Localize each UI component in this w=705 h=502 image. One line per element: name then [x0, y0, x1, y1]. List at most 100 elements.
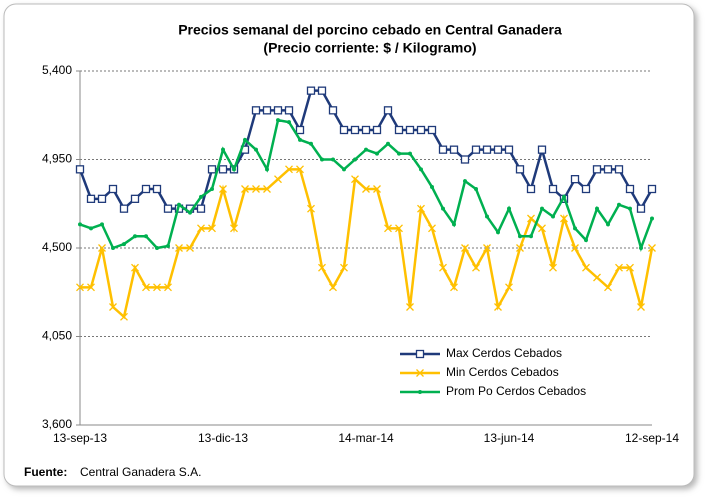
marker	[397, 151, 401, 156]
marker	[648, 244, 656, 252]
marker	[122, 242, 126, 247]
marker	[417, 204, 425, 213]
marker	[386, 141, 390, 146]
marker	[395, 224, 403, 233]
marker	[460, 155, 470, 164]
marker	[604, 283, 612, 292]
marker	[452, 222, 456, 227]
y-tick-label: 4,500	[42, 240, 72, 254]
marker	[351, 175, 359, 184]
marker	[527, 214, 535, 223]
marker	[548, 184, 558, 194]
marker	[120, 312, 128, 321]
x-tick-label: 12-sep-14	[625, 431, 679, 445]
marker	[537, 145, 547, 154]
marker	[98, 244, 106, 252]
marker	[75, 165, 85, 174]
marker	[119, 204, 129, 213]
marker	[582, 263, 590, 272]
marker	[339, 125, 349, 135]
marker	[331, 157, 335, 162]
marker	[97, 194, 107, 203]
marker	[419, 167, 423, 172]
marker	[551, 214, 555, 219]
marker	[166, 244, 170, 249]
marker	[441, 206, 445, 211]
marker	[318, 263, 326, 272]
marker	[405, 125, 415, 135]
marker	[329, 283, 337, 292]
marker	[273, 106, 283, 115]
marker	[155, 246, 159, 250]
marker	[584, 238, 588, 243]
marker	[406, 303, 414, 311]
marker	[493, 145, 503, 154]
marker	[449, 145, 459, 154]
marker	[287, 120, 291, 125]
marker	[483, 244, 491, 252]
marker	[625, 184, 635, 194]
marker	[361, 125, 371, 135]
marker	[427, 125, 437, 135]
marker	[207, 165, 217, 174]
marker	[496, 230, 500, 235]
marker	[353, 157, 357, 162]
marker	[595, 206, 599, 211]
marker	[285, 165, 293, 174]
marker	[570, 175, 580, 184]
y-tick-label: 4,950	[42, 152, 72, 166]
marker	[221, 147, 225, 152]
marker	[263, 185, 271, 193]
marker	[230, 224, 238, 233]
marker	[175, 244, 183, 252]
marker	[109, 303, 117, 311]
marker	[306, 86, 316, 95]
frame	[3, 3, 695, 487]
marker	[463, 179, 467, 184]
marker	[86, 194, 96, 203]
marker	[208, 224, 216, 233]
marker	[131, 263, 139, 272]
source: Central Ganadera S.A.	[80, 465, 201, 479]
marker	[639, 246, 643, 250]
legend-marker	[415, 349, 425, 359]
marker	[199, 194, 203, 199]
marker	[516, 244, 524, 252]
marker	[252, 185, 260, 193]
marker	[196, 204, 206, 213]
marker	[384, 224, 392, 233]
marker	[581, 184, 591, 194]
marker	[438, 145, 448, 154]
y-tick-label: 5,400	[42, 63, 72, 77]
legend-label: Min Cerdos Cebados	[446, 365, 559, 379]
marker	[188, 210, 192, 215]
marker	[614, 165, 624, 174]
marker	[617, 202, 621, 207]
marker	[549, 263, 557, 272]
y-tick-label: 4,050	[42, 329, 72, 343]
marker	[133, 234, 137, 239]
marker	[317, 86, 327, 95]
y-tick-label: 3,600	[42, 417, 72, 431]
legend-label: Max Cerdos Cebados	[446, 346, 562, 360]
marker	[144, 234, 148, 239]
marker	[152, 184, 162, 194]
legend-marker	[418, 390, 422, 394]
marker	[373, 185, 381, 193]
marker	[526, 184, 536, 194]
marker	[274, 175, 282, 184]
marker	[276, 118, 280, 123]
marker	[428, 224, 436, 233]
marker	[309, 141, 313, 146]
marker	[241, 185, 249, 193]
marker	[647, 184, 657, 194]
marker	[243, 137, 247, 142]
chart-title: Precios semanal del porcino cebado en Ce…	[178, 22, 562, 38]
marker	[342, 167, 346, 172]
marker	[562, 194, 566, 199]
marker	[307, 204, 315, 213]
legend-label: Prom Po Cerdos Cebados	[446, 384, 586, 398]
marker	[328, 106, 338, 115]
marker	[362, 185, 370, 193]
